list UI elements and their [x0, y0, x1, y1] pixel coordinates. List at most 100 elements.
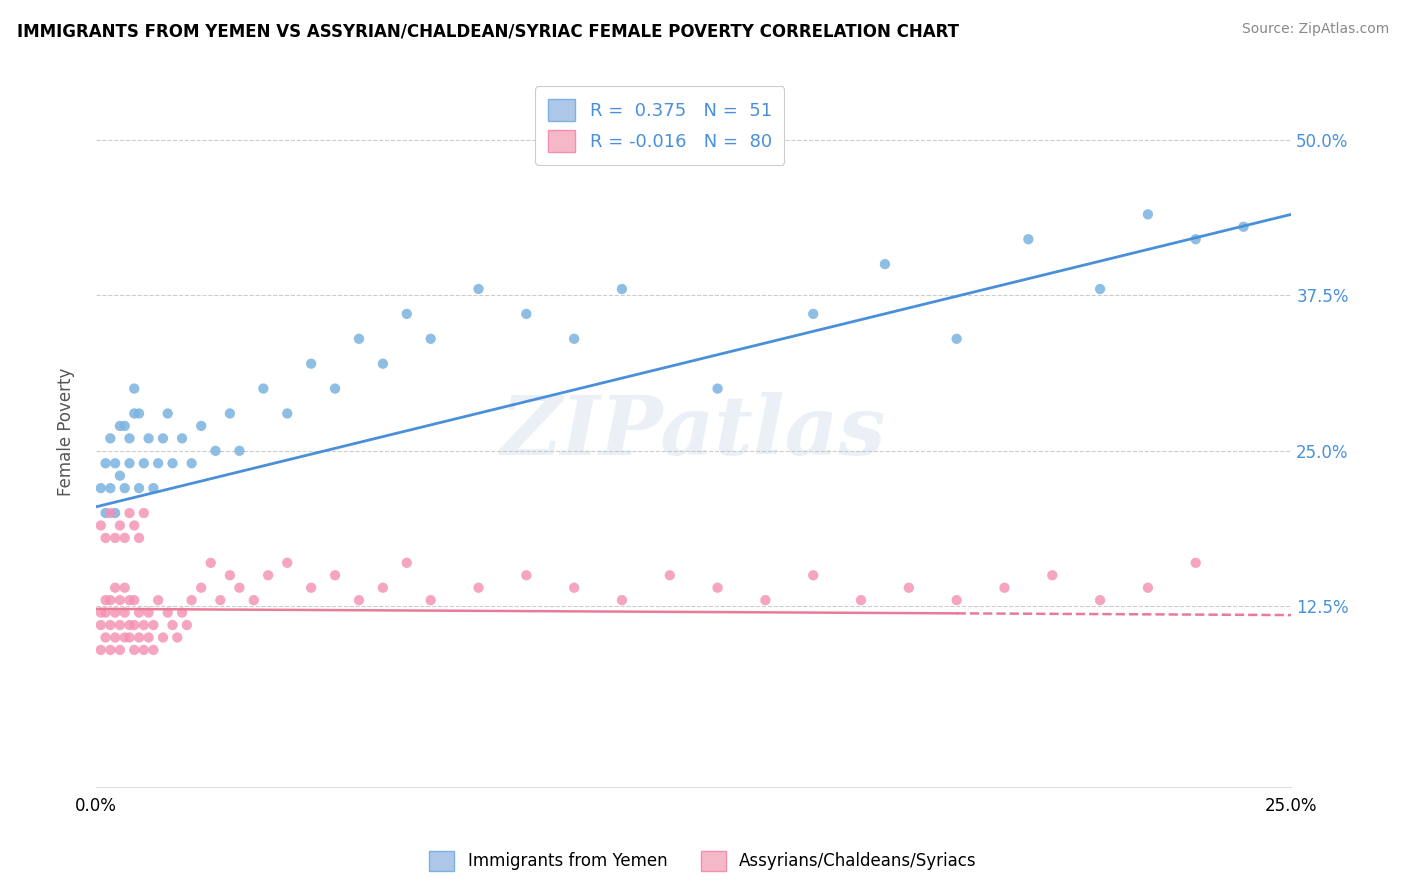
- Point: [156, 407, 179, 421]
- Point: [801, 568, 824, 582]
- Point: [132, 456, 155, 470]
- Point: [98, 618, 121, 632]
- Text: IMMIGRANTS FROM YEMEN VS ASSYRIAN/CHALDEAN/SYRIAC FEMALE POVERTY CORRELATION CHA: IMMIGRANTS FROM YEMEN VS ASSYRIAN/CHALDE…: [17, 22, 959, 40]
- Point: [610, 593, 633, 607]
- Point: [1136, 207, 1159, 221]
- Point: [371, 581, 394, 595]
- Point: [142, 481, 165, 495]
- Point: [801, 307, 824, 321]
- Point: [114, 418, 136, 433]
- Point: [252, 382, 274, 396]
- Point: [98, 643, 121, 657]
- Point: [108, 518, 131, 533]
- Point: [122, 643, 145, 657]
- Point: [562, 332, 585, 346]
- Point: [170, 431, 193, 445]
- Point: [94, 506, 117, 520]
- Point: [90, 518, 112, 533]
- Point: [993, 581, 1015, 595]
- Point: [94, 631, 117, 645]
- Point: [371, 357, 394, 371]
- Point: [162, 456, 184, 470]
- Point: [219, 407, 242, 421]
- Point: [114, 481, 136, 495]
- Point: [114, 531, 136, 545]
- Point: [128, 606, 150, 620]
- Point: [200, 556, 222, 570]
- Y-axis label: Female Poverty: Female Poverty: [58, 368, 75, 496]
- Point: [90, 481, 112, 495]
- Point: [395, 307, 418, 321]
- Point: [1136, 581, 1159, 595]
- Point: [104, 581, 127, 595]
- Point: [138, 631, 160, 645]
- Point: [706, 581, 728, 595]
- Point: [323, 568, 346, 582]
- Point: [515, 568, 537, 582]
- Point: [118, 456, 141, 470]
- Point: [467, 581, 489, 595]
- Point: [122, 407, 145, 421]
- Point: [562, 581, 585, 595]
- Point: [118, 506, 141, 520]
- Point: [94, 531, 117, 545]
- Point: [610, 282, 633, 296]
- Point: [114, 581, 136, 595]
- Point: [754, 593, 776, 607]
- Point: [897, 581, 920, 595]
- Point: [180, 593, 202, 607]
- Point: [118, 618, 141, 632]
- Point: [243, 593, 266, 607]
- Point: [162, 618, 184, 632]
- Point: [128, 531, 150, 545]
- Point: [276, 556, 298, 570]
- Point: [204, 443, 226, 458]
- Point: [945, 332, 967, 346]
- Legend: R =  0.375   N =  51, R = -0.016   N =  80: R = 0.375 N = 51, R = -0.016 N = 80: [536, 87, 785, 165]
- Point: [146, 593, 169, 607]
- Point: [323, 382, 346, 396]
- Point: [228, 581, 250, 595]
- Point: [257, 568, 280, 582]
- Point: [122, 593, 145, 607]
- Point: [118, 431, 141, 445]
- Point: [94, 593, 117, 607]
- Point: [190, 581, 212, 595]
- Point: [128, 481, 150, 495]
- Point: [122, 518, 145, 533]
- Point: [114, 606, 136, 620]
- Point: [138, 606, 160, 620]
- Point: [108, 618, 131, 632]
- Point: [104, 631, 127, 645]
- Point: [118, 593, 141, 607]
- Point: [122, 618, 145, 632]
- Point: [108, 593, 131, 607]
- Point: [142, 618, 165, 632]
- Point: [152, 631, 174, 645]
- Point: [146, 456, 169, 470]
- Point: [347, 332, 370, 346]
- Point: [152, 431, 174, 445]
- Point: [132, 506, 155, 520]
- Point: [94, 456, 117, 470]
- Point: [515, 307, 537, 321]
- Point: [299, 581, 322, 595]
- Point: [1184, 232, 1206, 246]
- Point: [945, 593, 967, 607]
- Point: [90, 606, 112, 620]
- Legend: Immigrants from Yemen, Assyrians/Chaldeans/Syriacs: Immigrants from Yemen, Assyrians/Chaldea…: [420, 842, 986, 880]
- Point: [1017, 232, 1039, 246]
- Point: [706, 382, 728, 396]
- Point: [658, 568, 681, 582]
- Point: [108, 643, 131, 657]
- Point: [98, 593, 121, 607]
- Point: [90, 643, 112, 657]
- Point: [128, 631, 150, 645]
- Point: [190, 418, 212, 433]
- Point: [156, 606, 179, 620]
- Point: [104, 456, 127, 470]
- Point: [467, 282, 489, 296]
- Point: [122, 382, 145, 396]
- Point: [98, 431, 121, 445]
- Point: [347, 593, 370, 607]
